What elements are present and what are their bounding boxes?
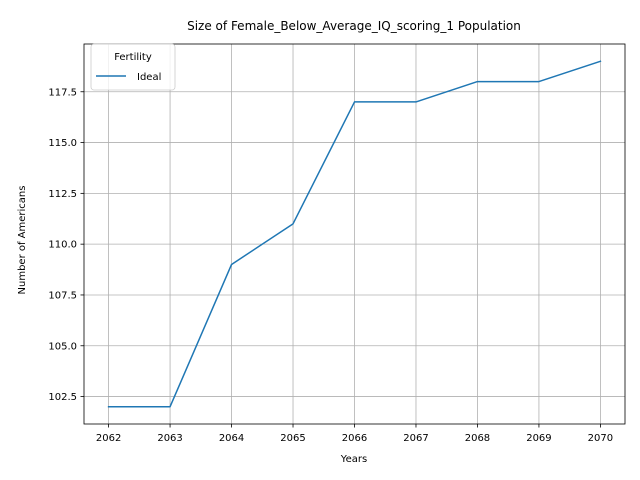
- y-tick-label: 117.5: [48, 87, 77, 98]
- legend-box: [90, 43, 176, 91]
- x-tick-label: 2063: [157, 433, 182, 444]
- y-axis-label: Number of Americans: [17, 186, 28, 295]
- series-line-ideal: [107, 60, 602, 408]
- legend: Fertility Ideal: [90, 43, 176, 91]
- grid-lines: [84, 44, 625, 424]
- x-tick-label: 2062: [96, 433, 121, 444]
- y-axis-ticks: 102.5 105.0 107.5 110.0 112.5 115.0 117.5: [48, 87, 84, 403]
- x-tick-label: 2067: [403, 433, 428, 444]
- x-tick-label: 2070: [588, 433, 613, 444]
- chart-title: Size of Female_Below_Average_IQ_scoring_…: [187, 19, 521, 33]
- y-tick-label: 102.5: [48, 392, 77, 403]
- y-tick-label: 105.0: [48, 341, 77, 352]
- x-tick-label: 2065: [280, 433, 305, 444]
- legend-title: Fertility: [114, 52, 152, 63]
- y-tick-label: 110.0: [48, 240, 77, 251]
- y-tick-label: 115.0: [48, 138, 77, 149]
- y-tick-label: 107.5: [48, 290, 77, 301]
- x-axis-ticks: 2062 2063 2064 2065 2066 2067 2068 2069 2070: [96, 424, 613, 444]
- series-lines: [107, 60, 602, 408]
- x-tick-label: 2068: [465, 433, 490, 444]
- x-tick-label: 2066: [342, 433, 367, 444]
- x-axis-label: Years: [340, 454, 367, 465]
- y-tick-label: 112.5: [48, 189, 77, 200]
- legend-label-ideal: Ideal: [137, 72, 161, 83]
- x-tick-label: 2064: [219, 433, 244, 444]
- x-tick-label: 2069: [526, 433, 551, 444]
